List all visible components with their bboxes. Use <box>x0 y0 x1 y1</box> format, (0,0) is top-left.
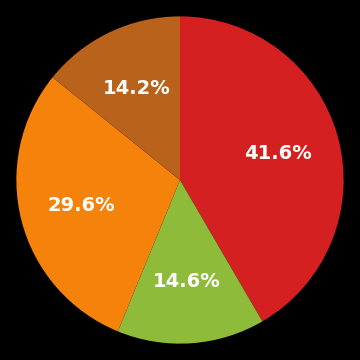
Text: 29.6%: 29.6% <box>48 196 116 215</box>
Wedge shape <box>118 180 262 344</box>
Text: 14.2%: 14.2% <box>102 79 170 98</box>
Wedge shape <box>180 16 344 321</box>
Wedge shape <box>16 77 180 331</box>
Text: 14.6%: 14.6% <box>153 272 221 291</box>
Text: 41.6%: 41.6% <box>244 144 312 163</box>
Wedge shape <box>53 16 180 180</box>
